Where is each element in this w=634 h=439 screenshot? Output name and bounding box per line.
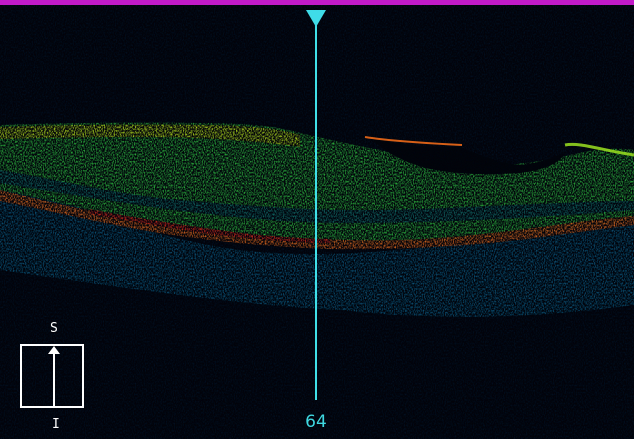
rpe-core	[90, 209, 330, 243]
cursor-marker-icon[interactable]	[306, 10, 326, 27]
scan-position-cursor[interactable]	[315, 20, 317, 400]
top-border	[0, 0, 634, 5]
subretinal-fluid	[370, 137, 565, 175]
orientation-indicator	[20, 344, 84, 408]
surface-highlight	[0, 124, 300, 147]
superior-label: S	[50, 321, 58, 336]
orientation-arrow-line	[53, 348, 55, 406]
detached-membrane	[364, 136, 463, 146]
right-surface-edge	[564, 142, 634, 157]
inner-dark-band	[0, 170, 634, 224]
oct-scan-image	[0, 5, 634, 439]
choroid-halo	[0, 175, 634, 317]
inferior-label: I	[52, 417, 60, 432]
scan-position-label: 64	[305, 412, 327, 432]
